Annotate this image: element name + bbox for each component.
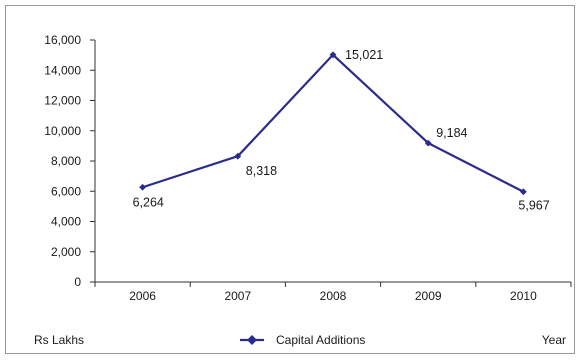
- y-tick-label: 0: [74, 275, 81, 289]
- chart-axes: [94, 40, 571, 283]
- data-point: [424, 139, 432, 147]
- x-tick-label: 2007: [224, 289, 251, 303]
- series-group: [139, 51, 527, 196]
- data-label: 8,318: [246, 164, 277, 178]
- data-label: 9,184: [436, 126, 467, 140]
- data-label: 15,021: [345, 48, 383, 62]
- legend: Capital Additions: [240, 333, 365, 347]
- y-tick-label: 4,000: [51, 215, 81, 229]
- y-tick-label: 10,000: [44, 124, 81, 138]
- y-tick-label: 16,000: [44, 33, 81, 47]
- x-axis-ticks: 2006 2007 2008 2009 2010: [94, 282, 572, 303]
- data-point: [329, 51, 337, 59]
- y-axis-title: Rs Lakhs: [34, 333, 84, 347]
- data-point: [234, 152, 242, 160]
- data-labels: 6,264 8,318 15,021 9,184 5,967: [133, 48, 550, 213]
- x-tick-label: 2009: [415, 289, 442, 303]
- data-point: [520, 188, 527, 196]
- data-point: [139, 183, 146, 191]
- x-tick-label: 2008: [320, 289, 347, 303]
- legend-label: Capital Additions: [276, 333, 365, 347]
- chart-frame: [5, 5, 575, 354]
- data-label: 6,264: [133, 195, 164, 209]
- y-tick-label: 6,000: [51, 184, 81, 198]
- data-label: 5,967: [518, 199, 549, 213]
- y-tick-label: 2,000: [51, 245, 81, 259]
- y-tick-label: 8,000: [51, 154, 81, 168]
- x-axis-title: Year: [542, 333, 566, 347]
- legend-marker-icon: [247, 335, 257, 345]
- series-line: [142, 53, 524, 193]
- y-tick-label: 12,000: [44, 94, 81, 108]
- x-tick-label: 2006: [129, 289, 156, 303]
- x-tick-label: 2010: [510, 289, 537, 303]
- y-tick-label: 14,000: [44, 63, 81, 77]
- y-axis-ticks: 0 2,000 4,000 6,000 8,000 10,000 12,000 14,000 1…: [44, 33, 95, 289]
